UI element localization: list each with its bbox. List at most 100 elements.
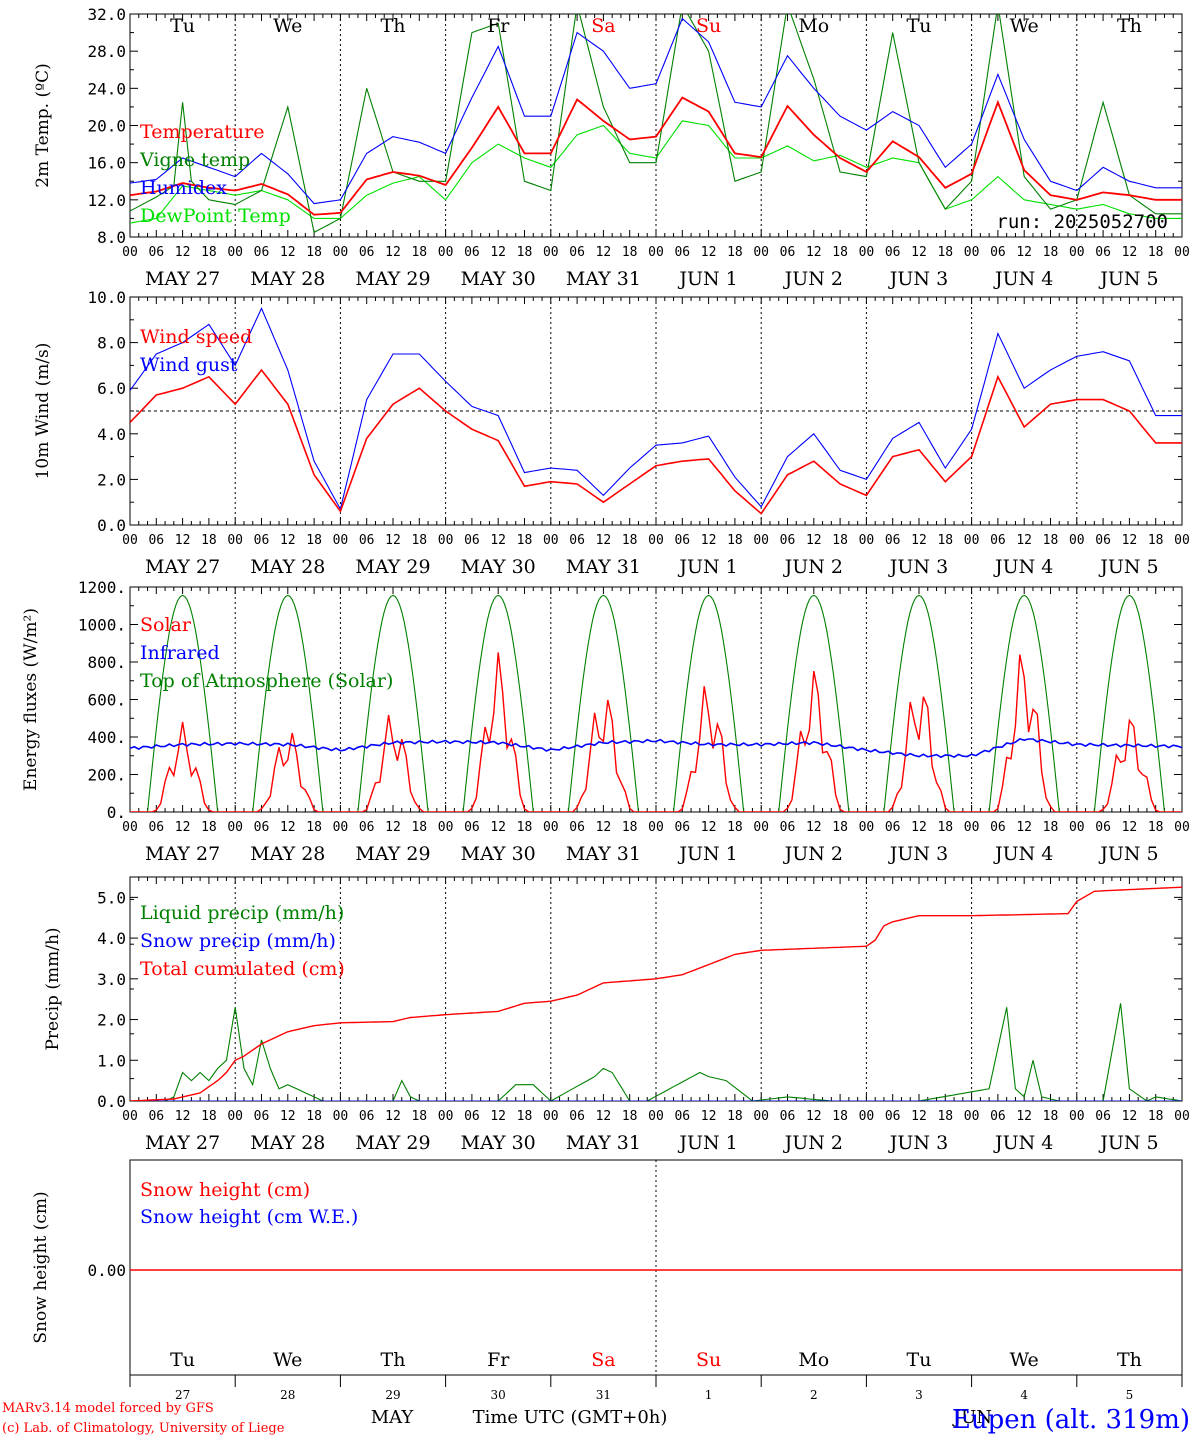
- y-tick-label: 2.0: [97, 1011, 126, 1030]
- hour-tick-label: 12: [596, 820, 612, 835]
- date-label: JUN 3: [888, 556, 948, 578]
- hour-tick-label: 18: [201, 245, 217, 260]
- hour-tick-label: 12: [911, 533, 927, 548]
- day-number: 28: [280, 1388, 295, 1402]
- hour-tick-label: 06: [1095, 1109, 1111, 1124]
- legend-entry: Vigne temp: [139, 149, 250, 171]
- hour-tick-label: 18: [1043, 820, 1059, 835]
- date-label: MAY 30: [461, 268, 536, 290]
- day-number: 31: [596, 1388, 611, 1402]
- y-tick-label: 8.0: [97, 228, 126, 247]
- day-number: 30: [491, 1388, 506, 1402]
- date-label: MAY 27: [145, 268, 220, 290]
- legend-entry: DewPoint Temp: [140, 205, 291, 227]
- hour-tick-label: 00: [438, 820, 454, 835]
- hour-tick-label: 12: [1122, 1109, 1138, 1124]
- hour-tick-label: 06: [254, 245, 270, 260]
- location-label: Eupen (alt. 319m): [952, 1405, 1190, 1435]
- day-label: Su: [696, 15, 721, 37]
- hour-tick-label: 00: [964, 820, 980, 835]
- y-tick-label: 3.0: [97, 970, 126, 989]
- date-label: MAY 28: [250, 843, 325, 865]
- hour-tick-label: 12: [175, 820, 191, 835]
- hour-tick-label: 12: [1122, 533, 1138, 548]
- hour-tick-label: 06: [1095, 533, 1111, 548]
- date-label: MAY 29: [355, 843, 430, 865]
- legend-entry: Humidex: [140, 177, 227, 199]
- date-label: MAY 31: [566, 556, 641, 578]
- hour-tick-label: 18: [306, 1109, 322, 1124]
- series-line-vigne-temp: [130, 14, 1182, 234]
- hour-tick-label: 12: [490, 1109, 506, 1124]
- series-line-wind-gust: [130, 307, 1182, 511]
- hour-tick-label: 06: [885, 820, 901, 835]
- day-label: Su: [696, 1349, 721, 1371]
- date-label: JUN 1: [677, 556, 737, 578]
- hour-tick-label: 00: [648, 1109, 664, 1124]
- hour-tick-label: 06: [780, 1109, 796, 1124]
- hour-tick-label: 12: [280, 245, 296, 260]
- hour-tick-label: 18: [727, 1109, 743, 1124]
- hour-tick-label: 00: [1174, 533, 1190, 548]
- date-label: JUN 4: [993, 843, 1053, 865]
- hour-tick-label: 12: [701, 533, 717, 548]
- y-tick-label: 8.0: [97, 334, 126, 353]
- run-label: run: 2025052700: [996, 211, 1168, 233]
- hour-tick-label: 06: [990, 533, 1006, 548]
- date-label: MAY 27: [145, 843, 220, 865]
- date-label: JUN 3: [888, 268, 948, 290]
- hour-tick-label: 06: [359, 533, 375, 548]
- y-tick-label: 12.0: [87, 191, 126, 210]
- date-label: MAY 27: [145, 556, 220, 578]
- hour-tick-label: 06: [148, 245, 164, 260]
- series-line-liquid-precip-mm-h-: [130, 1003, 1182, 1101]
- hour-tick-label: 00: [543, 245, 559, 260]
- date-label: MAY 31: [566, 843, 641, 865]
- hour-tick-label: 18: [1148, 533, 1164, 548]
- hour-tick-label: 00: [1174, 1109, 1190, 1124]
- y-axis-label: Precip (mm/h): [43, 927, 63, 1050]
- model-credit-line1: MARv3.14 model forced by GFS: [2, 1401, 214, 1416]
- y-tick-label: 0.: [107, 803, 126, 822]
- hour-tick-label: 12: [490, 245, 506, 260]
- date-label: MAY 30: [461, 1132, 536, 1154]
- hour-tick-label: 00: [333, 820, 349, 835]
- hour-tick-label: 06: [990, 1109, 1006, 1124]
- month-label: MAY: [371, 1407, 415, 1428]
- hour-tick-label: 18: [622, 820, 638, 835]
- y-tick-label: 0.0: [97, 1092, 126, 1111]
- date-label: MAY 31: [566, 268, 641, 290]
- day-label: Mo: [798, 1349, 829, 1371]
- date-label: MAY 31: [566, 1132, 641, 1154]
- x-axis-label: Time UTC (GMT+0h): [473, 1407, 668, 1428]
- day-number: 29: [385, 1388, 400, 1402]
- hour-tick-label: 00: [753, 245, 769, 260]
- legend-entry: Snow precip (mm/h): [140, 930, 336, 952]
- day-label: Tu: [170, 15, 195, 37]
- y-tick-label: 24.0: [87, 79, 126, 98]
- hour-tick-label: 06: [1095, 245, 1111, 260]
- date-label: JUN 2: [783, 843, 843, 865]
- hour-tick-label: 00: [964, 533, 980, 548]
- hour-tick-label: 06: [780, 245, 796, 260]
- hour-tick-label: 12: [701, 820, 717, 835]
- hour-tick-label: 06: [464, 1109, 480, 1124]
- legend-entry: Wind gust: [140, 354, 238, 376]
- hour-tick-label: 18: [727, 820, 743, 835]
- hour-tick-label: 06: [990, 820, 1006, 835]
- day-number: 2: [810, 1388, 818, 1402]
- legend-entry: Snow height (cm): [140, 1179, 310, 1201]
- hour-tick-label: 06: [569, 1109, 585, 1124]
- series-line-wind-speed: [130, 368, 1182, 515]
- hour-tick-label: 00: [122, 820, 138, 835]
- hour-tick-label: 06: [359, 245, 375, 260]
- hour-tick-label: 18: [832, 820, 848, 835]
- day-label: Th: [381, 1349, 406, 1371]
- date-label: JUN 5: [1098, 1132, 1158, 1154]
- hour-tick-label: 00: [1174, 820, 1190, 835]
- date-label: MAY 30: [461, 556, 536, 578]
- day-label: Tu: [907, 15, 932, 37]
- date-label: JUN 5: [1098, 556, 1158, 578]
- hour-tick-label: 00: [859, 533, 875, 548]
